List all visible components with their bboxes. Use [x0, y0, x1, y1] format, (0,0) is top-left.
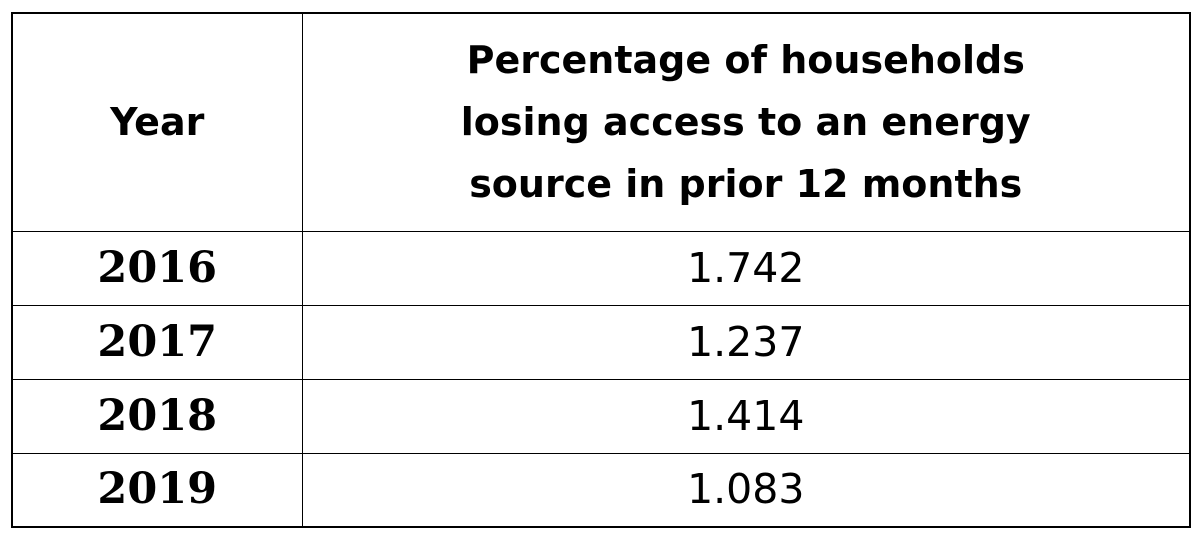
year-header-label: Year: [110, 100, 205, 145]
year-cell: 2016: [11, 230, 303, 306]
year-column-header: Year: [11, 12, 303, 232]
percentage-value-cell: 1.083: [301, 452, 1191, 528]
year-cell: 2017: [11, 304, 303, 380]
year-cell: 2019: [11, 452, 303, 528]
data-table: Year Percentage of households losing acc…: [11, 12, 1191, 528]
table-row: 2017 1.237: [11, 304, 1191, 380]
percentage-value-cell: 1.414: [301, 378, 1191, 454]
header-row: Year Percentage of households losing acc…: [11, 12, 1191, 232]
percentage-header-line-2: losing access to an energy: [460, 100, 1031, 145]
percentage-value-cell: 1.742: [301, 230, 1191, 306]
table-row: 2019 1.083: [11, 452, 1191, 528]
year-cell: 2018: [11, 378, 303, 454]
percentage-header-line-1: Percentage of households: [466, 38, 1025, 83]
table-row: 2016 1.742: [11, 230, 1191, 306]
percentage-header-line-3: source in prior 12 months: [469, 162, 1023, 207]
percentage-column-header: Percentage of households losing access t…: [301, 12, 1191, 232]
percentage-value-cell: 1.237: [301, 304, 1191, 380]
table-row: 2018 1.414: [11, 378, 1191, 454]
